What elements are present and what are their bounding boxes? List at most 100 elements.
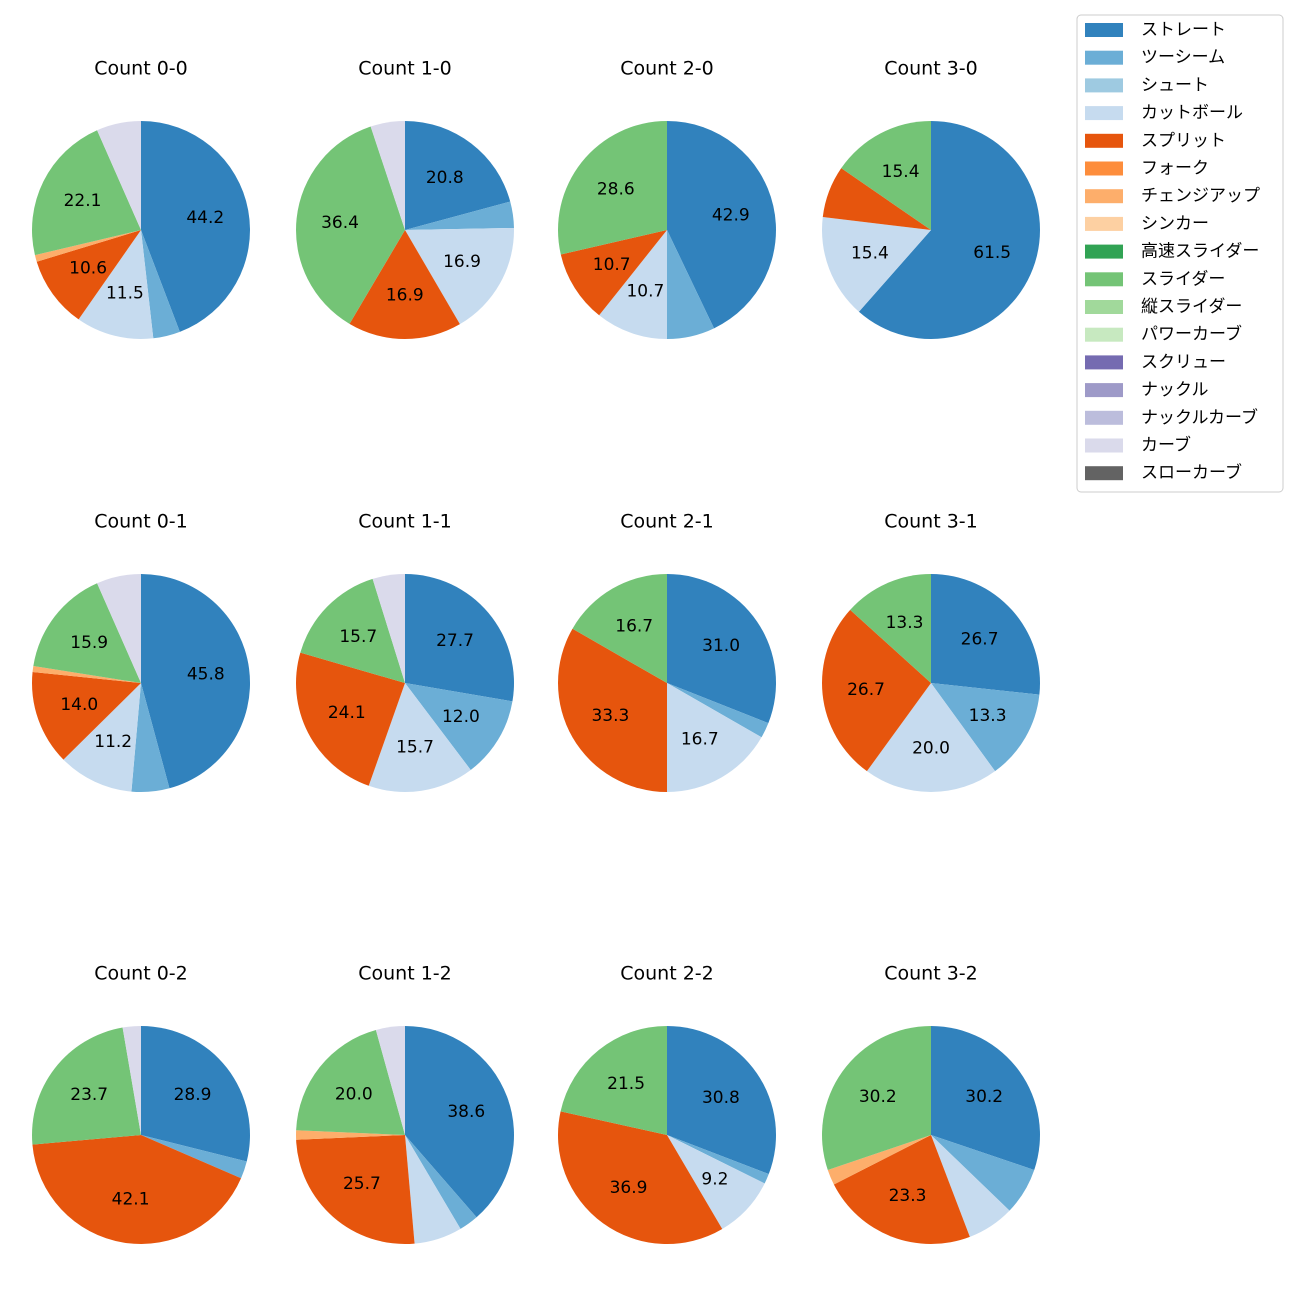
pie-title: Count 2-2 [620, 963, 714, 985]
pie-title: Count 3-1 [884, 511, 978, 533]
pie-slice [931, 1135, 1010, 1237]
pie-slice [372, 574, 405, 683]
legend-swatch [1085, 272, 1123, 287]
slice-label: 20.8 [426, 168, 464, 188]
pie-slice [97, 574, 141, 683]
pie-slice [370, 121, 405, 230]
slice-label: 15.7 [339, 627, 377, 647]
pie-slice [349, 230, 460, 340]
slice-label: 28.9 [174, 1085, 212, 1105]
pie-slice [833, 1135, 970, 1244]
legend-label: カットボール [1141, 103, 1243, 123]
pie-slice [31, 1027, 141, 1145]
pie-title: Count 0-0 [94, 58, 188, 80]
pie-slice [32, 1135, 242, 1245]
legend-item: スクリュー [1085, 352, 1226, 372]
slice-label: 45.8 [187, 664, 225, 684]
slice-label: 27.7 [436, 631, 474, 651]
pie-slice [296, 1029, 405, 1135]
pie-title: Count 3-2 [884, 963, 978, 985]
legend-swatch [1085, 23, 1123, 37]
pie-slice [931, 1135, 1035, 1211]
pie-slice [822, 168, 931, 230]
legend-label: ナックルカーブ [1141, 407, 1258, 428]
legend-item: スプリット [1085, 131, 1226, 151]
pie-title: Count 0-2 [94, 963, 188, 985]
pie-slice [931, 574, 1041, 695]
slice-label: 13.3 [969, 706, 1007, 726]
slice-label: 16.7 [681, 730, 719, 750]
slice-label: 22.1 [64, 191, 102, 211]
slice-label: 10.6 [69, 258, 107, 278]
pie-slice [558, 121, 667, 255]
legend-label: 高速スライダー [1141, 242, 1259, 262]
legend-swatch [1085, 466, 1123, 481]
pie-slice [572, 574, 667, 683]
pie-count-2-0: Count 2-0 42.9 10.7 10.7 28.6 [558, 58, 776, 339]
pie-slice [31, 672, 141, 760]
slice-label: 20.0 [912, 738, 950, 758]
pie-count-1-1: Count 1-1 27.7 12.0 15.7 24.1 15.7 [296, 511, 515, 793]
pie-slice [368, 683, 471, 793]
slice-label: 14.0 [60, 695, 98, 715]
pie-slice [122, 1026, 141, 1135]
pie-slice [667, 683, 769, 738]
pie-count-1-2: Count 1-2 38.6 25.7 20.0 [296, 963, 514, 1245]
legend-swatch [1085, 78, 1123, 93]
pie-slice [558, 628, 667, 792]
pie-slice [97, 121, 141, 230]
slice-label: 10.7 [593, 255, 631, 275]
pie-title: Count 1-1 [358, 511, 452, 533]
legend-swatch [1085, 50, 1123, 65]
legend-swatch [1085, 438, 1123, 453]
slice-label: 26.7 [961, 629, 999, 649]
legend-item: カットボール [1085, 103, 1243, 123]
pie-count-0-2: Count 0-2 28.9 42.1 23.7 [31, 963, 250, 1245]
legend-label: シュート [1141, 75, 1209, 95]
pie-count-0-0: Count 0-0 44.2 11.5 10.6 22.1 [31, 58, 250, 339]
pie-slice [405, 201, 514, 230]
legend-frame [1076, 14, 1284, 493]
slice-label: 13.3 [886, 613, 924, 633]
pie-slice [827, 1135, 931, 1185]
pie-slice [296, 652, 405, 786]
pie-slice [141, 230, 180, 339]
slice-label: 24.1 [328, 703, 366, 723]
slice-label: 21.5 [607, 1074, 645, 1094]
pie-slice [858, 120, 1041, 339]
slice-label: 33.3 [591, 706, 629, 726]
legend-label: ナックル [1141, 380, 1209, 400]
pie-count-0-1: Count 0-1 45.8 11.2 14.0 15.9 [31, 511, 251, 793]
slice-label: 23.7 [70, 1085, 108, 1105]
legend-swatch [1085, 133, 1123, 148]
pie-slice [405, 227, 514, 325]
legend-label: カーブ [1141, 435, 1191, 456]
legend: ストレートツーシームシュートカットボールスプリットフォークチェンジアップシンカー… [1076, 14, 1284, 493]
pie-slice [667, 1135, 765, 1229]
pie-slice [300, 578, 405, 683]
slice-label: 30.2 [859, 1087, 897, 1107]
legend-label: フォーク [1141, 159, 1209, 179]
legend-swatch [1085, 383, 1123, 398]
pies-layer: Count 0-0 44.2 11.5 10.6 22.1 Count 1-0 20.8 16… [31, 58, 1041, 1245]
legend-swatch [1085, 355, 1123, 370]
legend-item: ツーシーム [1085, 48, 1225, 68]
legend-swatch [1085, 189, 1123, 204]
legend-item: ストレート [1085, 20, 1226, 40]
pie-slice [557, 1111, 723, 1245]
pie-slice [405, 1026, 514, 1218]
slice-label: 25.7 [343, 1174, 381, 1194]
legend-label: 縦スライダー [1141, 297, 1242, 317]
slice-label: 10.7 [626, 282, 664, 302]
slice-label: 16.9 [386, 285, 424, 305]
legend-label: スプリット [1141, 131, 1226, 151]
pie-slice [841, 121, 931, 230]
pie-count-1-0: Count 1-0 20.8 16.9 16.9 36.4 [296, 58, 514, 340]
slice-label: 16.9 [443, 252, 481, 272]
pie-slice [405, 574, 515, 702]
legend-item: シュート [1085, 75, 1209, 95]
slice-label: 30.8 [702, 1088, 740, 1108]
legend-label: スライダー [1141, 269, 1225, 289]
slice-label: 20.0 [335, 1084, 373, 1104]
pie-slice [296, 1135, 415, 1245]
